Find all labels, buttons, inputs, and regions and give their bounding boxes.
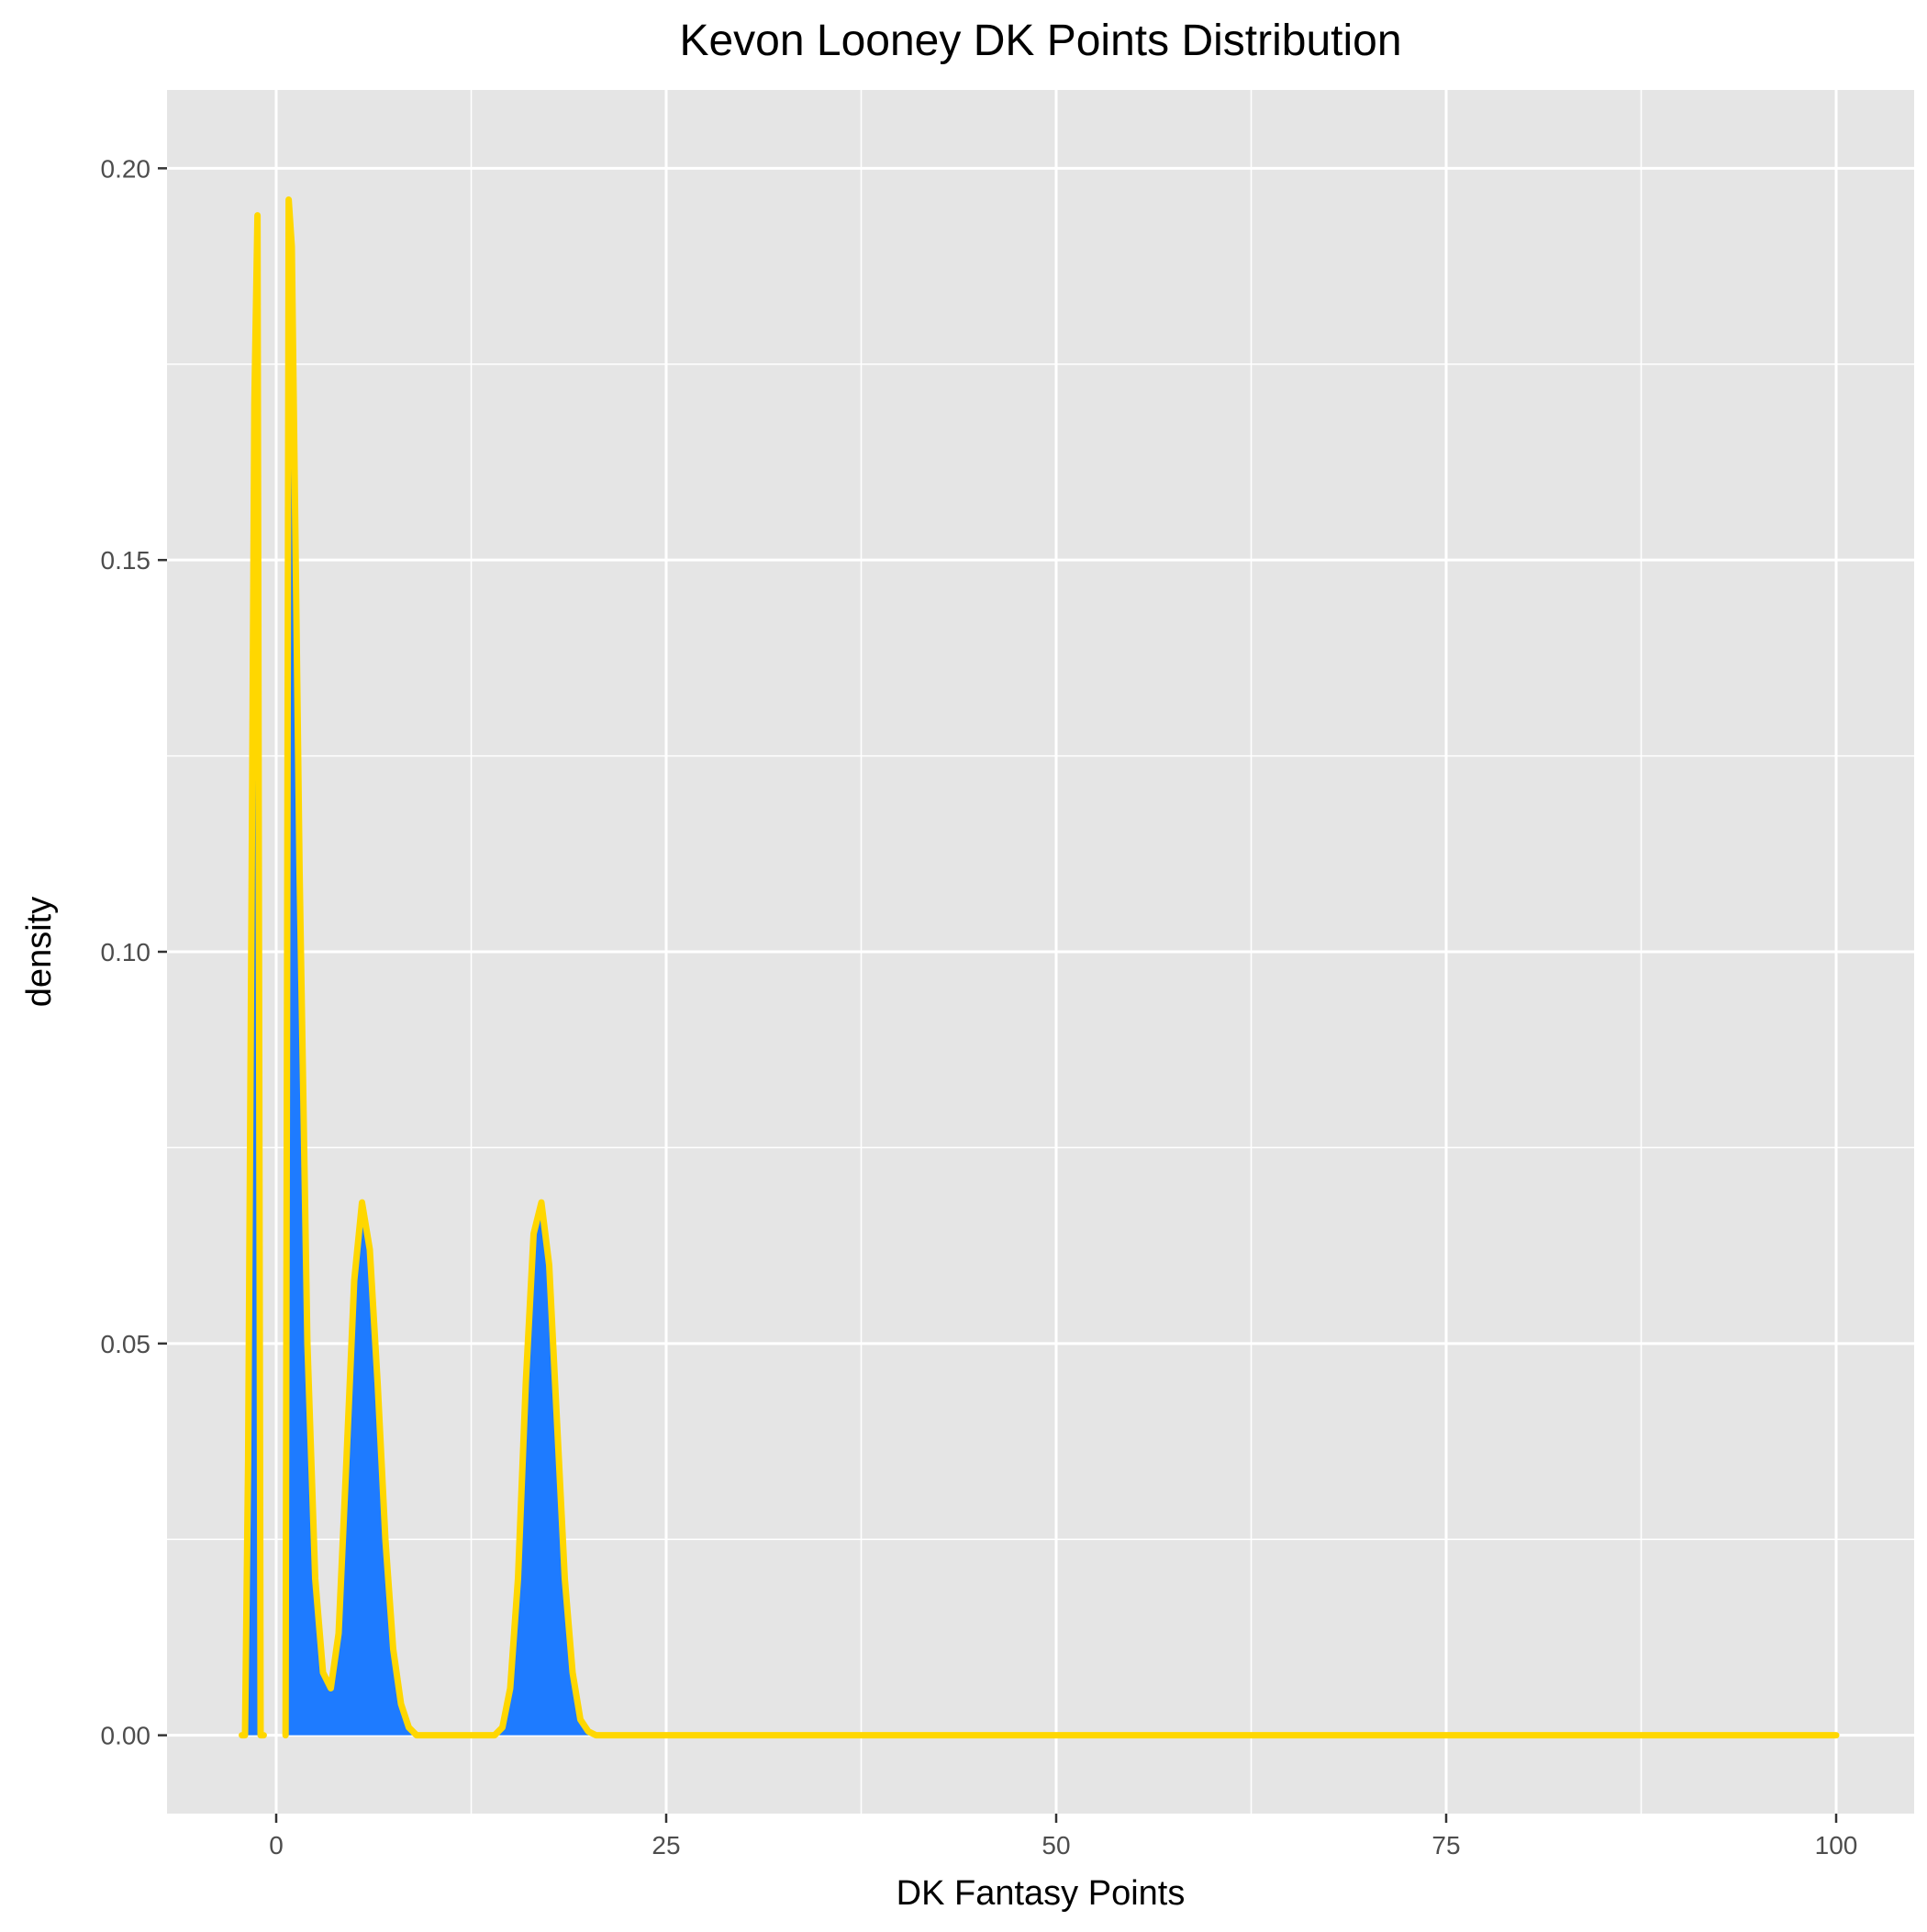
x-tick-label: 0: [269, 1831, 284, 1859]
y-tick-label: 0.05: [101, 1330, 151, 1358]
y-tick-label: 0.20: [101, 154, 151, 183]
chart-title: Kevon Looney DK Points Distribution: [679, 17, 1401, 65]
x-tick-label: 25: [652, 1831, 680, 1859]
y-tick-label: 0.00: [101, 1722, 151, 1750]
y-tick-label: 0.10: [101, 938, 151, 966]
y-axis-title: density: [20, 897, 59, 1007]
x-axis-title: DK Fantasy Points: [897, 1874, 1186, 1913]
density-line-segment: [282, 196, 1840, 1739]
x-tick-label: 75: [1431, 1831, 1460, 1859]
density-line-segment: [239, 212, 267, 1739]
density-outline: [239, 196, 1840, 1739]
y-tick-label: 0.15: [101, 546, 151, 575]
x-tick-label: 50: [1041, 1831, 1070, 1859]
x-tick-label: 100: [1815, 1831, 1858, 1859]
axes: 0 25 50 75 100 0.00 0.05 0.10 0.15 0.20: [101, 154, 1858, 1859]
gridlines: [80, 90, 1914, 1814]
